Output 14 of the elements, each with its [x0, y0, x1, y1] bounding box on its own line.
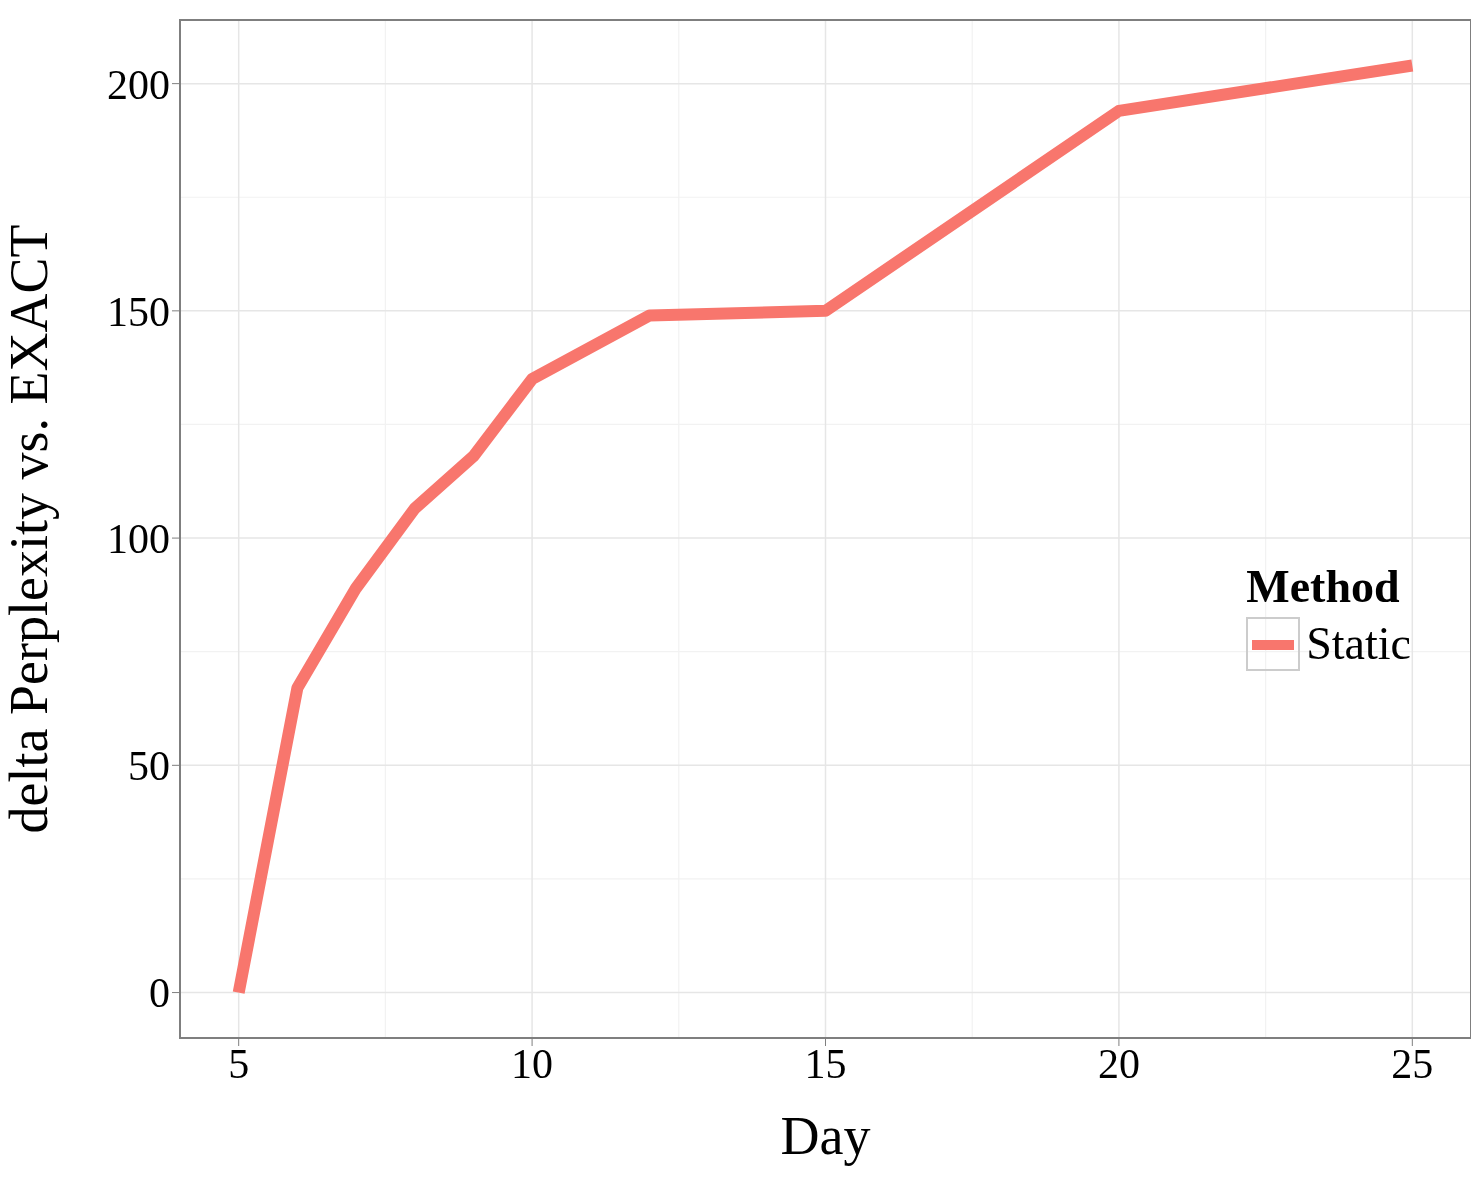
legend-title: Method — [1246, 559, 1401, 613]
legend-label: Static — [1306, 617, 1411, 671]
x-axis-title: Day — [780, 1106, 871, 1166]
x-tick-label: 25 — [1391, 1040, 1434, 1087]
y-tick-label: 200 — [107, 61, 170, 108]
x-tick-label: 5 — [228, 1040, 250, 1087]
x-tick-label: 10 — [511, 1040, 554, 1087]
y-tick-label: 0 — [149, 970, 170, 1017]
y-tick-label: 50 — [128, 743, 170, 790]
y-axis-title: delta Perplexity vs. EXACT — [0, 224, 60, 834]
x-tick-label: 15 — [804, 1040, 847, 1087]
y-tick-label: 100 — [107, 516, 170, 562]
x-tick-label: 20 — [1097, 1040, 1140, 1087]
y-tick-label: 150 — [107, 288, 170, 335]
